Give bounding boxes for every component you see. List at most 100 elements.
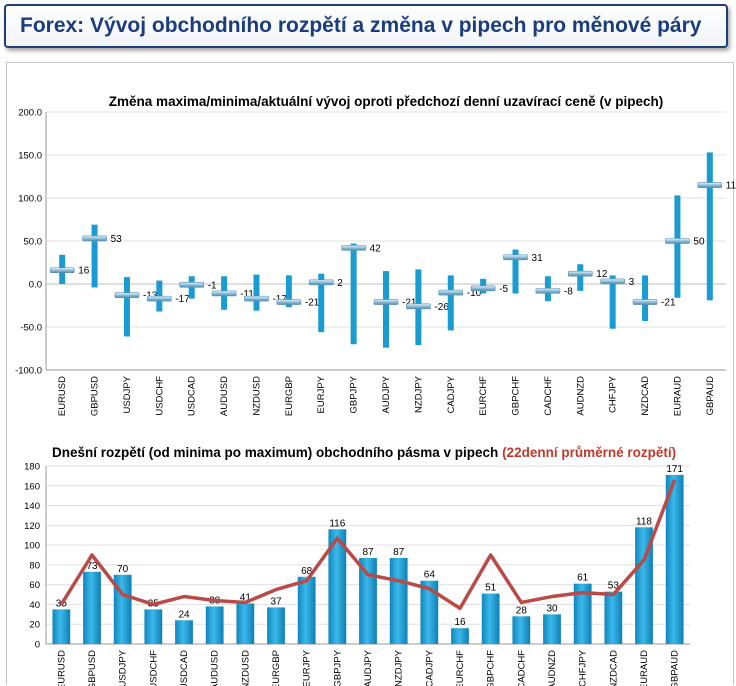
y-tick-label: 180 xyxy=(24,462,40,473)
data-label: -17 xyxy=(175,294,190,305)
x-tick-label: USDCHF xyxy=(154,376,165,416)
x-tick-label: GBPJPY xyxy=(332,649,343,686)
bar-usdchf xyxy=(144,609,163,644)
data-label: 16 xyxy=(454,617,466,628)
data-label: 42 xyxy=(370,243,382,254)
data-label: -8 xyxy=(564,286,573,297)
bar-audnzd xyxy=(543,614,561,644)
y-tick-label: 20 xyxy=(29,620,40,631)
range-bar-gbpusd xyxy=(91,224,98,288)
current-marker-usdjpy xyxy=(114,292,140,298)
bar-eurusd xyxy=(52,609,71,644)
data-label: -21 xyxy=(661,298,676,309)
data-label: 30 xyxy=(546,603,558,614)
x-tick-label: USDCHF xyxy=(148,650,159,686)
data-label: 115 xyxy=(726,181,736,192)
current-marker-usdchf xyxy=(147,295,172,302)
bar-euraud xyxy=(635,527,653,644)
chart-2-title-average: (22denní průměrné rozpětí) xyxy=(502,445,676,460)
y-tick-label: 100.0 xyxy=(18,194,42,205)
x-tick-label: CHFJPY xyxy=(608,375,619,413)
current-marker-gbpusd xyxy=(82,235,107,242)
data-label: -21 xyxy=(402,298,417,309)
data-label: 68 xyxy=(301,566,313,577)
bar-audusd xyxy=(205,606,224,644)
x-tick-label: EURGBP xyxy=(284,376,295,416)
range-bar-audjpy xyxy=(383,271,389,348)
data-label: 2 xyxy=(337,278,343,289)
bar-cadjpy xyxy=(420,580,439,644)
current-marker-usdcad xyxy=(179,282,205,288)
data-label: 51 xyxy=(485,583,497,594)
range-bar-eurjpy xyxy=(318,273,325,333)
page-title: Forex: Vývoj obchodního rozpětí a změna … xyxy=(20,14,702,37)
x-tick-label: CADJPY xyxy=(446,375,457,413)
x-tick-label: EURAUD xyxy=(672,376,683,416)
range-bar-chart: Dnešní rozpětí (od minima po maximum) ob… xyxy=(24,445,690,686)
y-tick-label: 50.0 xyxy=(24,237,43,248)
x-tick-label: EURUSD xyxy=(56,650,67,686)
x-tick-label: GBPAUD xyxy=(670,650,681,686)
y-tick-label: 200.0 xyxy=(18,108,42,119)
bar-cadchf xyxy=(512,616,531,644)
x-tick-label: CADJPY xyxy=(424,649,435,686)
data-label: 87 xyxy=(393,547,405,558)
y-tick-label: 120 xyxy=(24,521,40,532)
data-label: 50 xyxy=(693,237,705,248)
range-bar-nzdusd xyxy=(253,274,260,311)
y-tick-label: 150.0 xyxy=(18,151,42,162)
range-bar-euraud xyxy=(674,195,681,298)
x-tick-label: AUDNZD xyxy=(547,650,558,686)
range-chart: Změna maxima/minima/aktuální vývoj oprot… xyxy=(15,94,736,416)
x-tick-label: NZDUSD xyxy=(251,376,262,416)
data-label: 37 xyxy=(270,596,282,607)
data-label: 24 xyxy=(178,609,190,620)
data-label: 41 xyxy=(240,592,252,603)
range-bar-audnzd xyxy=(577,264,584,291)
current-marker-gbpaud xyxy=(697,182,723,188)
y-tick-label: -50.0 xyxy=(20,323,42,334)
x-tick-label: EURGBP xyxy=(271,650,282,686)
current-marker-nzdcad xyxy=(632,299,658,305)
current-marker-eurjpy xyxy=(308,279,334,286)
chart-2-title: Dnešní rozpětí (od minima po maximum) ob… xyxy=(52,445,676,460)
bar-chfjpy xyxy=(573,583,592,644)
range-bar-gbpaud xyxy=(706,152,713,301)
x-tick-label: CADCHF xyxy=(543,376,554,416)
data-label: 73 xyxy=(86,561,98,572)
range-bar-usdjpy xyxy=(123,277,130,337)
x-tick-label: EURJPY xyxy=(316,375,327,413)
bar-nzdjpy xyxy=(389,557,408,644)
current-marker-eurgbp xyxy=(276,299,302,305)
x-tick-label: NZDCAD xyxy=(608,650,619,686)
x-tick-label: USDJPY xyxy=(122,375,133,413)
x-tick-label: EURJPY xyxy=(302,649,313,686)
data-label: 53 xyxy=(608,581,620,592)
data-label: -26 xyxy=(434,302,449,313)
current-marker-cadjpy xyxy=(438,289,464,296)
bar-eurjpy xyxy=(297,576,316,644)
x-tick-label: AUDJPY xyxy=(363,649,374,686)
data-label: -10 xyxy=(467,288,482,299)
x-tick-label: NZDJPY xyxy=(394,649,405,686)
x-tick-label: NZDJPY xyxy=(413,375,424,413)
y-tick-label: 0.0 xyxy=(29,280,42,291)
data-label: 53 xyxy=(111,234,123,245)
chart-panel xyxy=(6,62,734,685)
data-label: 118 xyxy=(636,516,652,527)
data-label: 64 xyxy=(424,570,436,581)
y-tick-label: -100.0 xyxy=(15,366,42,377)
current-marker-eurusd xyxy=(49,267,75,274)
bar-usdjpy xyxy=(113,574,132,644)
data-label: -11 xyxy=(240,289,254,300)
current-marker-nzdusd xyxy=(244,295,269,302)
data-label: 12 xyxy=(596,269,608,280)
current-marker-euraud xyxy=(665,238,690,244)
data-label: 16 xyxy=(78,266,90,277)
bar-gbpjpy xyxy=(328,529,347,644)
bar-eurgbp xyxy=(267,607,285,644)
bar-usdcad xyxy=(175,620,193,644)
current-marker-gbpjpy xyxy=(341,245,366,251)
x-tick-label: GBPUSD xyxy=(87,650,98,686)
